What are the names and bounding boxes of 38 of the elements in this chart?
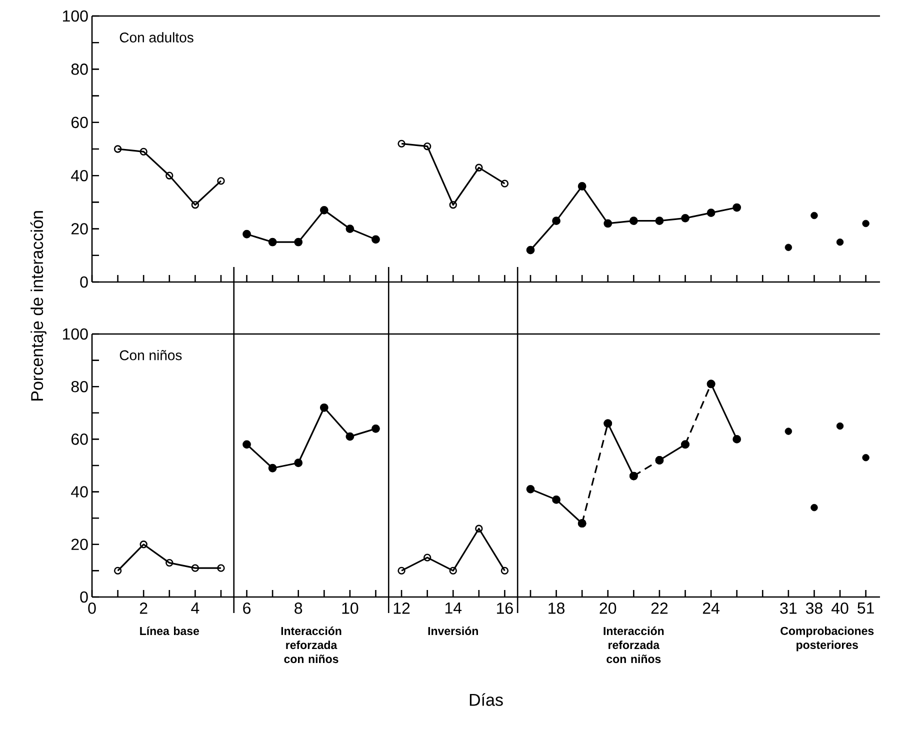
- x-tick-label: 40: [831, 602, 848, 614]
- y-axis-title: Porcentaje de interacción: [30, 211, 46, 400]
- x-tick-label: 14: [445, 602, 462, 614]
- x-tick-label: 8: [294, 602, 302, 614]
- y-tick-label: 100: [63, 328, 88, 340]
- y-tick-label: 60: [71, 116, 88, 128]
- text: Inversión: [428, 626, 478, 636]
- x-tick-label: 22: [651, 602, 668, 614]
- y-tick-label: 20: [71, 538, 88, 550]
- x-tick-label: 31: [780, 602, 797, 614]
- x-tick-label: 6: [243, 602, 251, 614]
- x-tick-label: 38: [806, 602, 822, 614]
- y-tick-label: 40: [71, 170, 88, 182]
- x-tick-label: 4: [191, 602, 200, 614]
- x-tick-label: 51: [858, 602, 874, 614]
- x-tick-label: 10: [342, 602, 358, 614]
- text: Con niños: [120, 350, 182, 360]
- x-tick-label: 12: [394, 602, 410, 614]
- x-tick-label: 24: [702, 602, 720, 614]
- y-tick-label: 0: [80, 276, 88, 288]
- y-tick-label: 60: [71, 434, 88, 445]
- text: Línea base: [140, 626, 200, 636]
- y-tick-label: 20: [71, 223, 88, 234]
- x-tick-label: 0: [88, 602, 96, 614]
- y-tick-label: 0: [80, 591, 88, 603]
- x-tick-label: 20: [600, 602, 616, 614]
- x-tick-label: 16: [497, 602, 513, 614]
- text: Interacción reforzada con niños: [281, 626, 342, 664]
- text: Con adultos: [120, 32, 194, 42]
- text: Comprobaciones posteriores: [780, 626, 874, 652]
- y-tick-label: 80: [71, 64, 88, 75]
- text: Interacción reforzada con niños: [604, 626, 664, 664]
- y-tick-label: 80: [71, 380, 88, 392]
- x-tick-label: 2: [140, 602, 148, 614]
- y-tick-label: 100: [63, 10, 88, 22]
- y-tick-label: 40: [71, 486, 88, 498]
- x-tick-label: 18: [548, 602, 564, 614]
- x-axis-title: Días: [470, 693, 503, 706]
